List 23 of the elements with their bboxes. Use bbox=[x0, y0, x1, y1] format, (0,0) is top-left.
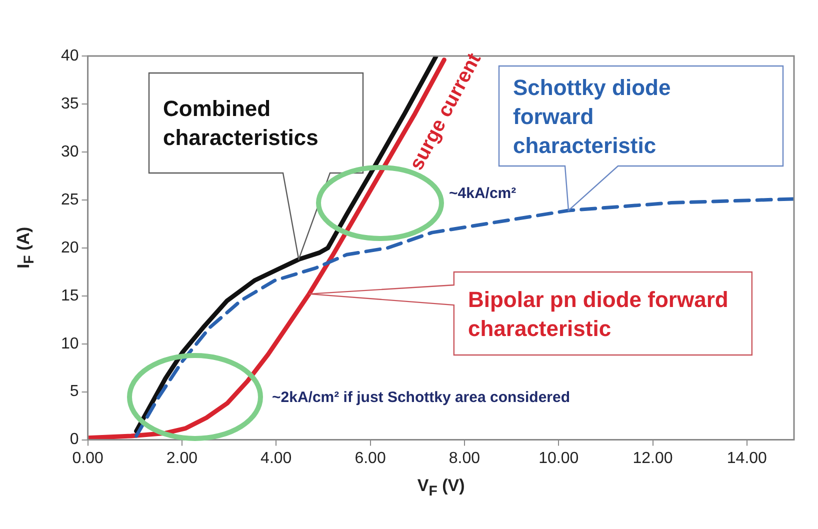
y-tick-label: 20 bbox=[61, 239, 79, 256]
annotation: ~2kA/cm² if just Schottky area considered bbox=[272, 389, 570, 406]
x-tick-label: 6.00 bbox=[354, 450, 386, 467]
x-axis-title: V$_{F}$ (V) bbox=[417, 476, 465, 500]
callout-box: Bipolar pn diode forward characteristic bbox=[308, 271, 753, 356]
y-tick-label: 30 bbox=[61, 143, 79, 160]
x-tick-label: 14.00 bbox=[726, 450, 768, 467]
x-tick-label: 4.00 bbox=[260, 450, 292, 467]
y-tick-label: 15 bbox=[61, 287, 79, 304]
y-tick-label: 25 bbox=[61, 191, 79, 208]
y-tick-label: 35 bbox=[61, 95, 79, 112]
x-tick-label: 12.00 bbox=[632, 450, 673, 467]
y-tick-label: 5 bbox=[70, 383, 79, 400]
x-tick-label: 8.00 bbox=[448, 450, 480, 467]
y-tick-label: 40 bbox=[61, 47, 79, 64]
x-tick-label: 0.00 bbox=[72, 450, 104, 467]
x-tick-label: 10.00 bbox=[538, 450, 579, 467]
y-tick-label: 0 bbox=[70, 431, 79, 448]
x-tick-label: 2.00 bbox=[166, 450, 198, 467]
callout-box: Combined characteristics bbox=[148, 72, 364, 260]
annotation: ~4kA/cm² bbox=[449, 185, 516, 202]
y-tick-label: 10 bbox=[61, 335, 79, 352]
line-series bbox=[134, 197, 794, 438]
